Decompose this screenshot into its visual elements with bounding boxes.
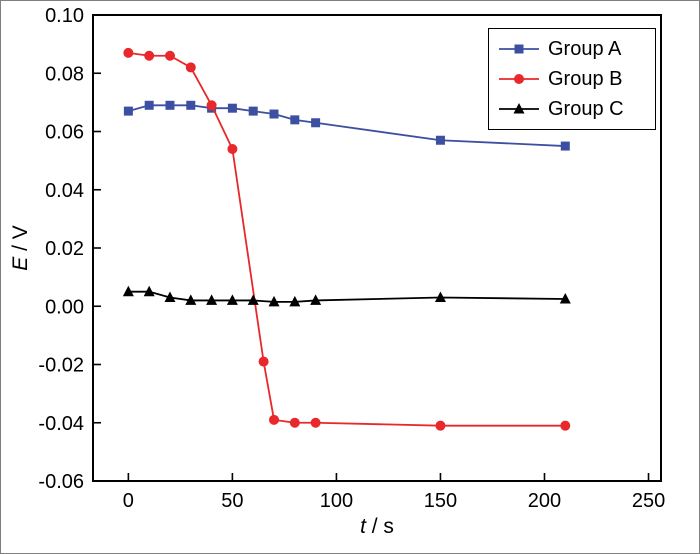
data-point-group-b	[227, 143, 238, 154]
data-point-group-b	[123, 47, 134, 58]
legend-entry-group-c: Group C	[489, 94, 655, 124]
data-point-group-a	[227, 103, 237, 113]
data-point-group-b	[435, 420, 446, 431]
legend-symbol-group-c	[513, 103, 525, 114]
legend-marker-group-a	[499, 44, 539, 54]
legend-symbol-group-a	[514, 44, 524, 54]
legend: Group A Group B Group C	[488, 28, 656, 130]
data-point-group-c	[434, 291, 446, 303]
data-point-group-a	[435, 135, 445, 145]
data-point-group-a	[248, 106, 258, 116]
legend-entry-group-a: Group A	[489, 34, 655, 64]
legend-label-group-c: Group C	[548, 97, 624, 120]
y-axis-label: E / V	[9, 219, 35, 277]
legend-label-group-b: Group B	[548, 67, 623, 90]
x-tick-label: 50	[221, 490, 243, 512]
x-tick-label: 150	[424, 490, 457, 512]
y-tick-label: 0.04	[45, 180, 84, 202]
data-point-group-c	[289, 295, 301, 307]
x-axis-label: t / s	[93, 515, 661, 539]
data-point-group-a	[311, 118, 321, 128]
data-point-group-c	[559, 292, 571, 304]
legend-entry-group-b: Group B	[489, 64, 655, 94]
data-point-group-b	[144, 50, 155, 61]
data-point-group-b	[310, 417, 321, 428]
data-point-group-c	[310, 294, 322, 305]
x-tick-label: 0	[123, 490, 134, 512]
y-tick-label: 0.10	[45, 5, 84, 27]
y-tick-label: 0.08	[45, 63, 84, 85]
y-axis-unit: / V	[9, 225, 32, 257]
x-tick-label: 200	[528, 490, 561, 512]
data-point-group-b	[185, 62, 196, 73]
y-tick-label: -0.04	[38, 413, 84, 435]
y-tick-label: 0.00	[45, 296, 84, 318]
x-axis-unit: / s	[365, 515, 394, 538]
y-tick-label: 0.06	[45, 122, 84, 144]
data-point-group-b	[258, 356, 269, 367]
data-point-group-a	[560, 141, 570, 151]
x-tick-label: 100	[320, 490, 353, 512]
y-tick-label: -0.06	[38, 471, 84, 493]
data-point-group-a	[144, 100, 154, 110]
legend-label-group-a: Group A	[548, 37, 622, 60]
data-point-group-a	[269, 109, 279, 119]
series-line-group-c	[128, 290, 566, 303]
y-tick-label: -0.02	[38, 355, 84, 377]
data-point-group-a	[186, 100, 196, 110]
data-point-group-c	[226, 294, 238, 305]
legend-marker-group-b	[499, 74, 539, 84]
legend-marker-group-c	[499, 103, 539, 114]
x-axis-symbol: t	[360, 515, 366, 538]
legend-symbol-group-b	[514, 74, 524, 84]
data-point-group-b	[206, 100, 217, 111]
y-axis-symbol: E	[9, 256, 32, 271]
data-point-group-a	[123, 106, 133, 116]
data-point-group-c	[268, 295, 280, 307]
data-point-group-c	[143, 285, 155, 297]
data-point-group-c	[247, 294, 259, 305]
data-point-group-a	[290, 115, 300, 125]
data-point-group-c	[122, 285, 134, 297]
data-point-group-b	[164, 50, 175, 61]
data-point-group-c	[206, 294, 218, 305]
y-tick-label: 0.02	[45, 238, 84, 260]
data-point-group-c	[164, 291, 176, 303]
data-point-group-b	[560, 420, 571, 431]
data-point-group-b	[289, 417, 300, 428]
x-tick-label: 250	[632, 490, 665, 512]
data-point-group-c	[185, 294, 197, 305]
data-point-group-b	[269, 414, 280, 425]
data-point-group-a	[165, 100, 175, 110]
